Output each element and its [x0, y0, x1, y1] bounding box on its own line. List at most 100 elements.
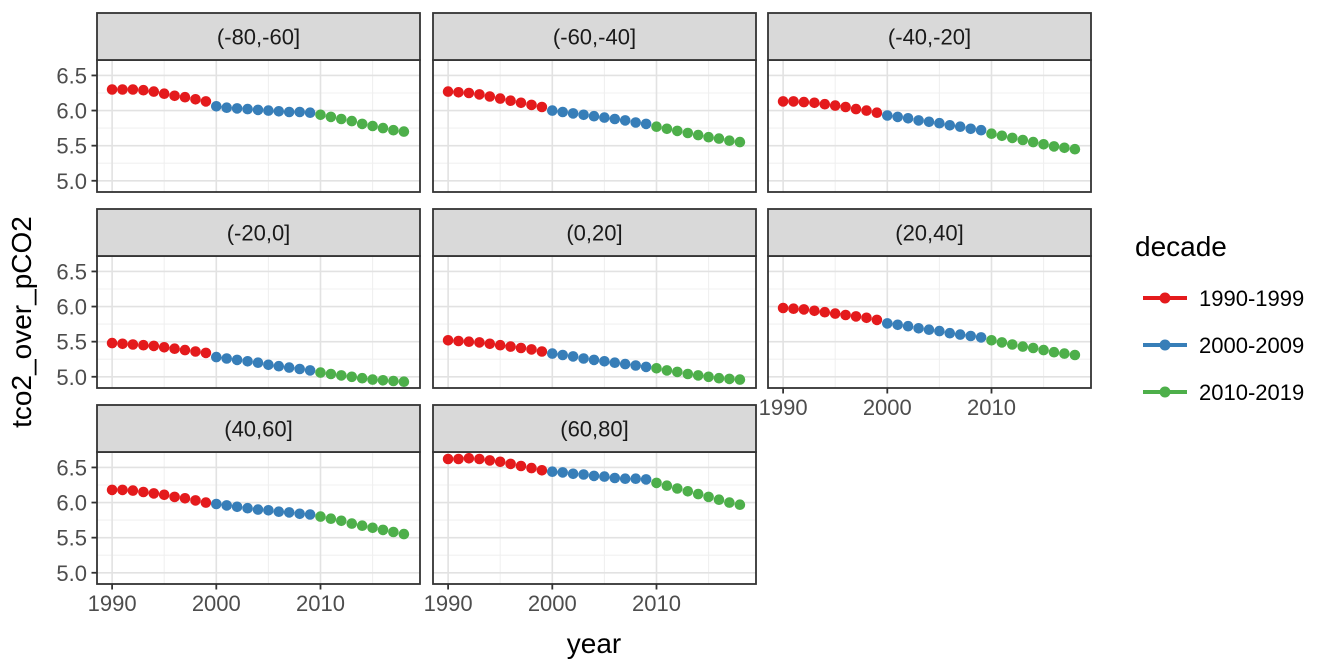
data-point [442, 86, 454, 97]
facet-strip-label: (-80,-60] [217, 25, 300, 50]
data-point [242, 356, 253, 367]
legend-key-point [1159, 292, 1171, 304]
data-point [692, 129, 704, 141]
y-tick-label: 6.5 [56, 63, 87, 88]
data-point [578, 109, 589, 121]
legend-entry: 2000-2009 [1143, 333, 1304, 358]
data-point [557, 349, 568, 361]
data-point [724, 497, 735, 508]
data-point [388, 124, 399, 136]
facet-strip-label: (-20,0] [227, 221, 291, 246]
data-point [809, 305, 820, 317]
data-point [788, 96, 799, 107]
data-point [442, 335, 454, 346]
y-axis-title-text: tco2_over_pCO2 [6, 216, 37, 428]
data-point [242, 103, 253, 115]
data-point [200, 497, 212, 508]
data-point [934, 117, 945, 129]
data-point [127, 485, 139, 496]
data-point [788, 303, 799, 315]
data-point [463, 87, 475, 99]
data-point [651, 363, 662, 374]
data-point [661, 480, 673, 492]
legend-label: 1990-1999 [1199, 286, 1304, 311]
data-point [588, 354, 600, 366]
data-point [398, 376, 410, 388]
data-point [190, 94, 201, 105]
facet-6: (40,60] 5.0 5.5 6.0 6.5 1990 2000 2010 [56, 404, 421, 616]
data-point [356, 520, 368, 531]
data-point [106, 337, 118, 349]
y-tick-label: 6.0 [56, 99, 87, 124]
data-point [158, 342, 170, 353]
y-tick-label: 6.5 [56, 259, 87, 284]
data-point [840, 101, 851, 113]
data-point [231, 103, 243, 114]
data-point [117, 484, 128, 496]
data-point [588, 470, 600, 482]
data-point [536, 346, 548, 357]
data-point [536, 465, 548, 476]
legend-key-point [1159, 386, 1171, 398]
legend-title: decade [1135, 231, 1227, 262]
facet-strip [432, 208, 757, 257]
data-point [242, 502, 253, 514]
data-point [1069, 143, 1081, 155]
data-point [923, 116, 935, 128]
data-point [336, 370, 347, 381]
data-point [861, 312, 872, 324]
data-point [819, 306, 831, 318]
data-point [453, 87, 464, 98]
x-tick-label: 2000 [528, 591, 577, 616]
y-tick-label: 5.0 [56, 169, 87, 194]
data-point [148, 340, 160, 352]
data-point [975, 124, 987, 136]
legend-entry: 1990-1999 [1143, 286, 1304, 311]
data-point [221, 500, 232, 511]
x-tick-label: 2010 [632, 591, 681, 616]
data-point [211, 498, 222, 510]
data-point [273, 506, 285, 517]
facet-strip-label: (0,20] [566, 221, 622, 246]
data-point [1048, 346, 1060, 358]
data-point [505, 95, 516, 106]
data-point [494, 456, 506, 468]
data-point [148, 488, 160, 499]
data-point [263, 359, 274, 371]
data-point [336, 113, 347, 125]
data-point [619, 473, 631, 485]
data-point [672, 125, 683, 137]
data-point [1059, 348, 1070, 359]
data-point [190, 346, 201, 357]
data-point [356, 372, 368, 384]
x-tick-label: 2000 [192, 591, 241, 616]
legend: decade 1990-1999 2000-2009 2010-2019 [1135, 231, 1304, 405]
data-point [965, 330, 976, 342]
data-point [672, 483, 683, 494]
data-point [273, 106, 285, 117]
facet-4: (0,20] [432, 208, 757, 389]
data-point [1017, 134, 1029, 146]
data-point [200, 347, 212, 359]
data-point [944, 327, 956, 339]
data-point [672, 366, 683, 378]
data-point [526, 99, 537, 111]
data-point [975, 332, 987, 343]
data-point [526, 462, 537, 474]
facet-strip [432, 404, 757, 453]
data-point [630, 360, 641, 371]
panel-background [433, 256, 756, 388]
data-point [713, 133, 725, 144]
data-point [578, 469, 589, 480]
data-point [682, 368, 694, 380]
x-tick-label: 1990 [759, 395, 808, 420]
data-point [850, 311, 862, 322]
data-point [179, 91, 191, 103]
x-axis-title: year [567, 628, 621, 659]
data-point [148, 86, 160, 97]
data-point [252, 357, 264, 369]
data-point [567, 351, 579, 362]
data-point [713, 494, 725, 506]
facet-strip-label: (20,40] [895, 221, 964, 246]
